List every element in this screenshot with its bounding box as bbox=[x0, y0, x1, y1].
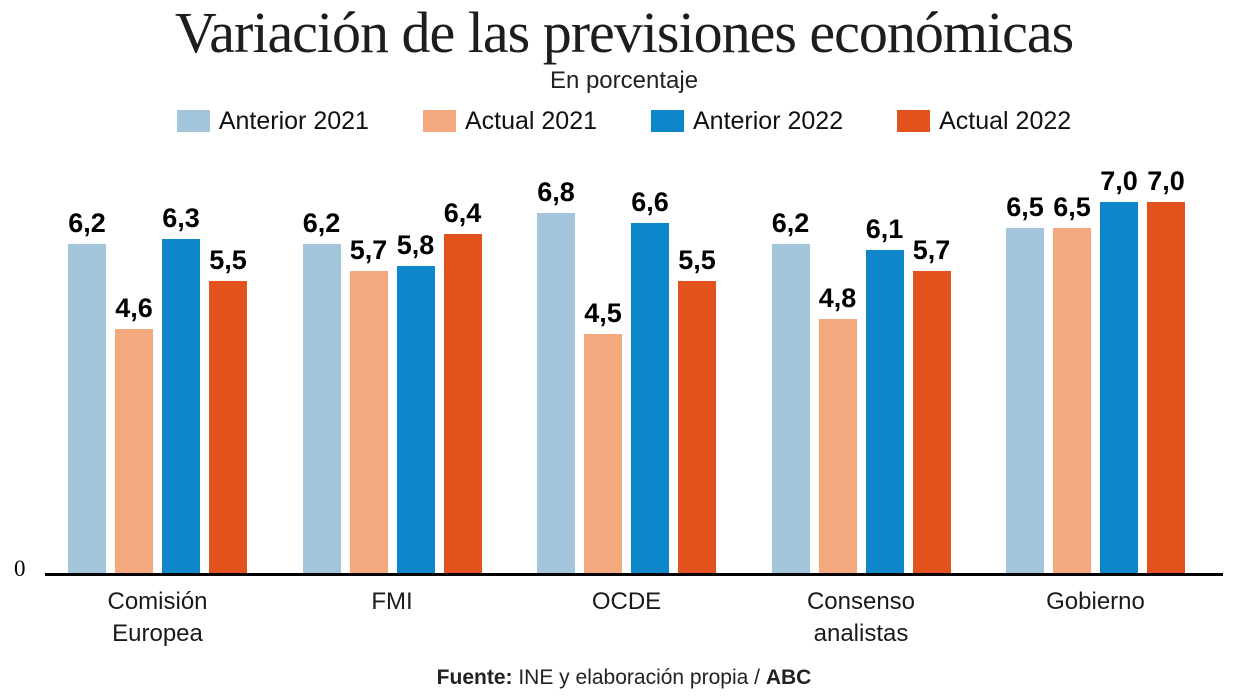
legend-label: Actual 2021 bbox=[464, 106, 597, 135]
legend-swatch-icon bbox=[897, 110, 931, 133]
category-label: Consenso analistas bbox=[806, 587, 916, 648]
bar-value-label: 6,1 bbox=[865, 213, 904, 244]
bar bbox=[115, 328, 153, 573]
bar bbox=[1053, 227, 1091, 573]
bar-value-label: 6,5 bbox=[1053, 191, 1091, 222]
category-label: OCDE bbox=[591, 587, 662, 615]
bar bbox=[68, 243, 106, 573]
chart-subtitle: En porcentaje bbox=[549, 66, 699, 94]
chart-title: Variación de las previsiones económicas bbox=[174, 0, 1074, 65]
legend: Anterior 2021 Actual 2021 Anterior 2022 Act… bbox=[0, 106, 1248, 136]
source-brand: ABC bbox=[765, 666, 812, 689]
bar bbox=[1006, 227, 1044, 573]
category-label: Comisión Europea bbox=[107, 587, 208, 648]
bar-wrap: 4,6 bbox=[115, 293, 153, 573]
bar bbox=[302, 243, 341, 573]
legend-item-3: Anterior 2022 bbox=[651, 107, 843, 136]
bar-value-label: 4,8 bbox=[818, 282, 857, 313]
bar-group: 6,2 4,8 6,1 5,7 bbox=[771, 207, 951, 573]
bar bbox=[1100, 201, 1138, 573]
bar-plot: 6,2 4,6 6,3 5,5 6,2 5,7 5,8 6,4 6,8 4,5 6,6 5,5 6,2 4… bbox=[68, 135, 1185, 573]
bar bbox=[912, 270, 951, 573]
bar-value-label: 6,8 bbox=[537, 176, 575, 207]
bar-value-label: 5,8 bbox=[396, 229, 435, 260]
bar-group: 6,5 6,5 7,0 7,0 bbox=[1006, 166, 1185, 573]
bar-wrap: 6,4 bbox=[443, 197, 482, 573]
bar bbox=[1147, 201, 1185, 573]
bar-wrap: 6,3 bbox=[162, 203, 200, 573]
y-axis-zero-label: 0 bbox=[14, 555, 26, 581]
bar-group: 6,2 5,7 5,8 6,4 bbox=[302, 197, 482, 573]
bar bbox=[678, 280, 716, 573]
bar-wrap: 5,7 bbox=[349, 234, 388, 573]
bar-value-label: 5,5 bbox=[678, 244, 716, 275]
bar bbox=[631, 222, 669, 573]
bar-wrap: 5,8 bbox=[396, 229, 435, 573]
bar-value-label: 5,5 bbox=[209, 244, 247, 275]
bar-wrap: 4,5 bbox=[584, 298, 622, 573]
bar bbox=[396, 265, 435, 573]
bar bbox=[209, 280, 247, 573]
bar-wrap: 5,5 bbox=[678, 245, 716, 573]
bar bbox=[349, 270, 388, 573]
category-label: Gobierno bbox=[1046, 587, 1145, 615]
legend-item-4: Actual 2022 bbox=[897, 107, 1071, 136]
bar-wrap: 6,1 bbox=[865, 213, 904, 573]
source-prefix: Fuente: bbox=[436, 666, 513, 689]
bar-wrap: 6,2 bbox=[771, 207, 810, 573]
bar-value-label: 7,0 bbox=[1147, 165, 1185, 196]
bar-group: 6,8 4,5 6,6 5,5 bbox=[537, 177, 716, 573]
bar-wrap: 5,7 bbox=[912, 234, 951, 573]
chart-area: 6,2 4,6 6,3 5,5 6,2 5,7 5,8 6,4 6,8 4,5 6,6 5,5 6,2 4… bbox=[0, 135, 1248, 580]
source-line: Fuente: INE y elaboración propia / ABC bbox=[0, 666, 1248, 690]
bar-wrap: 7,0 bbox=[1100, 166, 1138, 573]
category-label: FMI bbox=[371, 587, 413, 615]
bar-wrap: 4,8 bbox=[818, 282, 857, 573]
bar-wrap: 5,5 bbox=[209, 245, 247, 573]
source-text: INE y elaboración propia / bbox=[512, 666, 766, 689]
bar-wrap: 7,0 bbox=[1147, 166, 1185, 573]
bar-value-label: 6,2 bbox=[68, 207, 106, 238]
bar-value-label: 6,5 bbox=[1006, 191, 1044, 222]
x-axis-line bbox=[45, 572, 1223, 576]
legend-swatch-icon bbox=[651, 110, 684, 133]
bar-value-label: 6,4 bbox=[443, 197, 482, 228]
bar-value-label: 7,0 bbox=[1100, 165, 1138, 196]
bar-value-label: 6,2 bbox=[302, 207, 341, 238]
bar-group: 6,2 4,6 6,3 5,5 bbox=[68, 203, 247, 573]
bar-value-label: 6,2 bbox=[771, 207, 810, 238]
legend-label: Anterior 2021 bbox=[218, 106, 369, 135]
bar bbox=[584, 333, 622, 573]
legend-label: Anterior 2022 bbox=[693, 106, 844, 135]
bar-wrap: 6,2 bbox=[68, 208, 106, 573]
bar-value-label: 4,6 bbox=[115, 292, 153, 323]
bar bbox=[162, 238, 200, 573]
bar-wrap: 6,8 bbox=[537, 177, 575, 573]
legend-item-2: Actual 2021 bbox=[422, 106, 597, 136]
bar bbox=[443, 233, 482, 573]
bar-value-label: 5,7 bbox=[349, 234, 388, 265]
legend-label: Actual 2022 bbox=[939, 106, 1072, 135]
bar bbox=[865, 249, 904, 573]
bar-value-label: 4,5 bbox=[584, 297, 622, 328]
bar bbox=[818, 318, 857, 573]
bar-wrap: 6,5 bbox=[1006, 192, 1044, 573]
bar-value-label: 5,7 bbox=[912, 234, 951, 265]
bar-wrap: 6,2 bbox=[302, 207, 341, 573]
bar bbox=[537, 212, 575, 573]
category-labels: Comisión Europea FMI OCDE Consenso analista… bbox=[68, 586, 1185, 651]
legend-swatch-icon bbox=[422, 110, 456, 133]
legend-item-1: Anterior 2021 bbox=[176, 106, 369, 136]
bar-value-label: 6,3 bbox=[162, 202, 200, 233]
bar bbox=[771, 243, 810, 573]
bar-value-label: 6,6 bbox=[631, 186, 669, 217]
bar-wrap: 6,5 bbox=[1053, 192, 1091, 573]
legend-swatch-icon bbox=[176, 110, 210, 133]
bar-wrap: 6,6 bbox=[631, 187, 669, 573]
